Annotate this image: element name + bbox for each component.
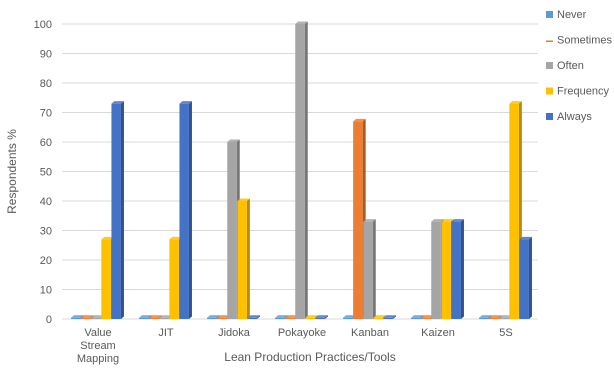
x-tick-label: Jidoka <box>218 327 251 339</box>
legend-item: Frequency <box>546 86 609 98</box>
x-axis-title: Lean Production Practices/Tools <box>224 350 395 364</box>
y-tick-label: 50 <box>40 167 52 179</box>
legend-swatch <box>546 87 553 95</box>
bar <box>315 315 328 319</box>
legend-label: Often <box>557 60 584 72</box>
y-axis-title: Respondents % <box>5 129 19 214</box>
legend-swatch <box>546 11 553 18</box>
legend-swatch <box>546 40 553 42</box>
legend-item: Always <box>546 111 592 123</box>
x-tick-label: Mapping <box>77 353 119 365</box>
bar <box>179 101 192 320</box>
bar <box>247 315 260 319</box>
legend-label: Sometimes <box>557 35 613 47</box>
bar <box>237 198 250 319</box>
x-tick-label: 5S <box>499 327 512 339</box>
legend: Never Sometimes Often Frequency Always <box>546 9 613 123</box>
legend-item: Often <box>546 60 584 72</box>
x-tick-label: Stream <box>80 340 115 352</box>
legend-label: Always <box>557 111 592 123</box>
legend-item: Never <box>546 9 587 21</box>
y-tick-label: 40 <box>40 196 52 208</box>
y-tick-labels: 0 10 20 30 40 50 60 70 80 90 100 <box>34 19 52 326</box>
x-tick-label: Pokayoke <box>278 327 326 339</box>
legend-item: Sometimes <box>546 35 613 47</box>
y-tick-label: 80 <box>40 78 52 90</box>
x-tick-label: JIT <box>158 327 174 339</box>
y-tick-label: 60 <box>40 137 52 149</box>
bar <box>383 315 396 319</box>
x-tick-label: Kaizen <box>421 327 455 339</box>
y-tick-label: 90 <box>40 49 52 61</box>
x-tick-label: Kanban <box>351 327 389 339</box>
y-tick-label: 10 <box>40 285 52 297</box>
bar <box>451 219 464 319</box>
legend-label: Never <box>557 9 587 21</box>
legend-label: Frequency <box>557 86 609 98</box>
y-tick-label: 70 <box>40 108 52 120</box>
legend-swatch <box>546 113 553 120</box>
y-tick-label: 30 <box>40 226 52 238</box>
bar <box>295 21 308 319</box>
x-tick-label: Value <box>84 327 111 339</box>
y-tick-label: 100 <box>34 19 52 31</box>
bar <box>519 236 532 319</box>
y-tick-label: 20 <box>40 255 52 267</box>
bar <box>363 219 376 319</box>
legend-swatch <box>546 62 553 69</box>
bar <box>111 101 124 320</box>
y-tick-label: 0 <box>46 314 52 326</box>
bars <box>71 21 532 320</box>
